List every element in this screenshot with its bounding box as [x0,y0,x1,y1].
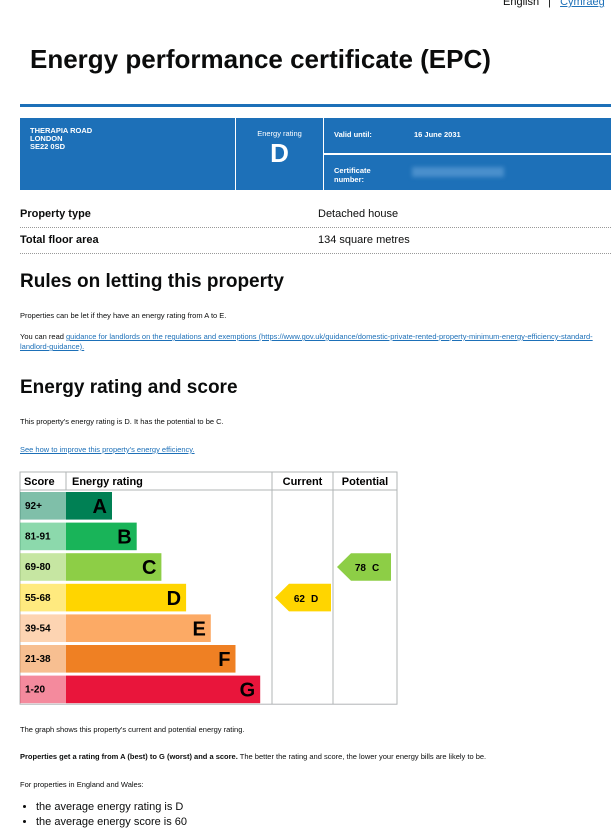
page-title: Energy performance certificate (EPC) [30,44,491,74]
property-value: Detached house [318,208,399,220]
rating-letter: D [270,138,289,168]
band-bar [20,645,66,673]
current-arrow [275,583,331,612]
band-letter: A [93,496,107,518]
band-score: 92+ [25,501,42,512]
paragraph: Properties can be let if they have an en… [20,311,227,320]
band-letter: F [218,649,230,671]
band-score: 55-68 [25,593,51,604]
property-key: Property type [20,208,91,220]
band-bar [20,553,66,581]
band-bar [66,553,162,581]
paragraph: Properties get a rating from A (best) to… [20,752,486,761]
potential-letter: C [372,563,379,574]
band-score: 69-80 [25,562,51,573]
column-header: Potential [342,476,388,488]
paragraph: The graph shows this property's current … [20,725,245,734]
band-bar [66,522,137,551]
band-score: 39-54 [25,623,51,634]
paragraph: This property's energy rating is D. It h… [20,417,224,426]
guidance-link[interactable]: guidance for landlords on the regulation… [20,332,593,351]
section-heading: Energy rating and score [20,377,238,398]
column-header: Current [283,476,323,488]
text: The better the rating and score, the low… [237,752,487,761]
band-bar [20,675,66,704]
address-line: LONDON [30,134,63,143]
current-letter: D [311,594,318,605]
rating-box: Energy rating D [236,118,323,190]
band-letter: G [240,680,256,702]
band-bar [20,522,66,551]
band-bar [66,645,236,673]
row-divider [20,253,611,254]
property-value: 134 square metres [318,234,410,246]
address-box: THERAPIA ROAD LONDON SE22 0SD [20,118,235,190]
band-score: 21-38 [25,654,51,665]
potential-score: 78 [355,563,367,574]
lang-bar: English | Cymraeg [503,0,605,8]
potential-arrow [337,553,391,581]
band-letter: E [192,618,205,640]
band-letter: B [117,527,131,549]
text-bold: Properties get a rating from A (best) to… [20,752,238,761]
bullet-list: the average energy rating is D the avera… [12,800,187,830]
cert-label: Certificate number: [334,166,371,184]
lang-current: English [503,0,540,8]
text: You can read [20,332,67,341]
band-bar [66,492,112,520]
band-letter: C [142,557,156,579]
address-line: THERAPIA ROAD [30,126,93,135]
current-score: 62 [294,594,306,605]
row-divider [20,227,611,228]
band-bar [20,492,66,520]
rating-label: Energy rating [257,129,302,138]
address-line: SE22 0SD [30,142,66,151]
valid-date: 16 June 2031 [414,130,461,139]
band-score: 1-20 [25,685,45,696]
valid-box: Valid until: 16 June 2031 [324,118,611,153]
cert-number-blurred [412,167,504,177]
bullet: the average energy rating is D [36,800,187,815]
band-bar [66,614,211,642]
paragraph: You can read guidance for landlords on t… [20,332,600,352]
lang-link[interactable]: Cymraeg [560,0,605,8]
paragraph: For properties in England and Wales: [20,780,144,789]
band-bar [20,614,66,642]
property-key: Total floor area [20,234,99,246]
section-heading: Rules on letting this property [20,271,284,292]
band-bar [66,583,187,612]
cert-box: Certificate number: [324,155,611,190]
bullet: the average energy score is 60 [36,815,187,830]
band-bar [20,583,66,612]
band-letter: D [167,588,181,610]
column-header: Score [24,476,55,488]
column-header: Energy rating [72,476,143,488]
band-score: 81-91 [25,532,51,543]
improve-link[interactable]: See how to improve this property's energ… [20,445,195,454]
divider [20,104,611,107]
band-bar [66,675,261,704]
valid-label: Valid until: [334,130,372,139]
